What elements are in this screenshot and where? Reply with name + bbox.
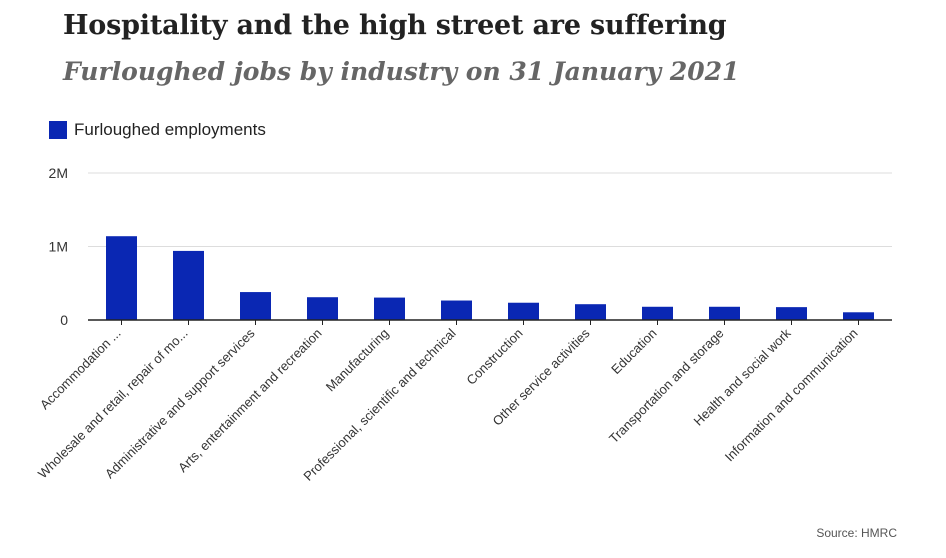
legend-swatch [49,121,67,139]
x-tick-label: Information and communication [722,326,861,465]
bar [776,307,807,320]
bar [106,236,137,320]
bar [843,312,874,320]
y-tick-label: 1M [49,239,68,255]
x-tick-label: Administrative and support services [102,325,258,481]
bar [173,250,204,320]
bar [508,302,539,320]
legend-label: Furloughed employments [74,120,266,139]
bar [374,297,405,320]
x-tick-label: Education [608,326,659,377]
chart-title: Hospitality and the high street are suff… [63,10,727,41]
x-tick-label: Manufacturing [323,326,392,395]
chart-subtitle: Furloughed jobs by industry on 31 Januar… [63,57,740,86]
x-tick-label: Professional, scientific and technical [300,325,458,483]
x-tick-label: Arts, entertainment and recreation [175,326,325,476]
x-tick-label: Transportation and storage [606,326,727,447]
bar [441,300,472,320]
bar [709,306,740,320]
bar [642,306,673,320]
y-tick-label: 2M [49,165,68,181]
legend: Furloughed employments [49,120,266,140]
x-tick-label: Construction [463,326,525,388]
bar [575,304,606,320]
bar [240,292,271,320]
x-tick-label: Wholesale and retail, repair of mo... [35,326,191,482]
source-note: Source: HMRC [816,526,897,540]
bar [307,297,338,320]
y-tick-label: 0 [60,312,68,328]
